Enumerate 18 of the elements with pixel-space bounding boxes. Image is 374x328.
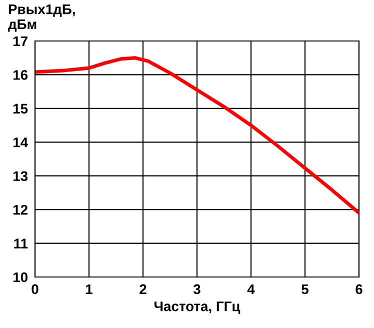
y-tick-label: 10 [13, 272, 28, 282]
x-tick-label: 0 [32, 284, 38, 294]
y-tick-label: 12 [13, 204, 28, 215]
y-tick-label: 14 [13, 138, 28, 148]
x-tick-label: 3 [193, 284, 200, 294]
y-tick-label: 13 [13, 171, 28, 182]
y-tick-label: 16 [13, 70, 28, 80]
x-axis-title: Частота, ГГц [154, 302, 240, 314]
x-tick-label: 5 [302, 284, 308, 294]
x-tick-label: 6 [356, 284, 362, 294]
x-tick-label: 4 [247, 284, 255, 294]
y-tick-label: 11 [14, 238, 28, 248]
y-tick-label: 17 [13, 36, 28, 46]
x-tick-label: 2 [140, 284, 146, 294]
y-axis-title: Рвых1дБ, дБм [8, 4, 75, 32]
line-series [35, 56, 359, 215]
y-tick-label: 15 [13, 104, 28, 114]
x-tick-label: 1 [86, 284, 92, 294]
